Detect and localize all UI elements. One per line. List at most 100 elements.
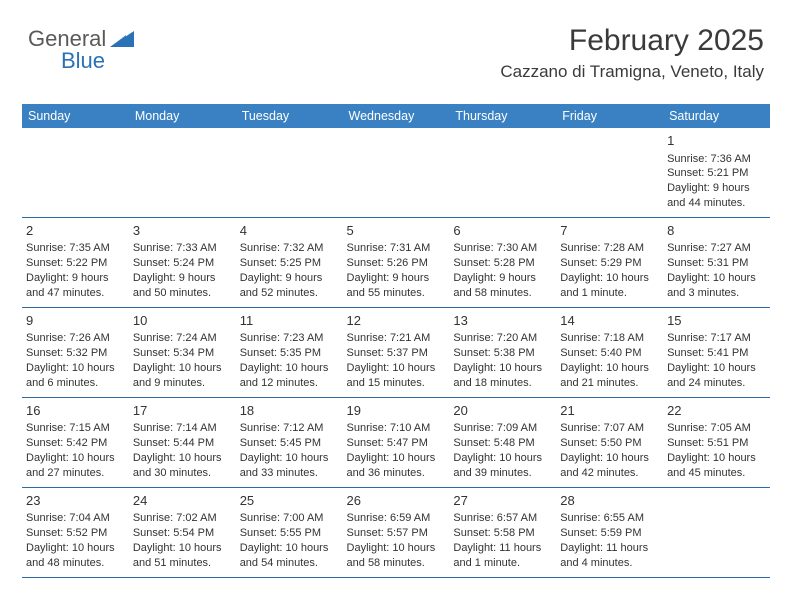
calendar-table: Sunday Monday Tuesday Wednesday Thursday… bbox=[22, 104, 770, 578]
sunset-line: Sunset: 5:22 PM bbox=[26, 256, 125, 271]
day-number: 4 bbox=[240, 222, 339, 240]
sunrise-line: Sunrise: 7:17 AM bbox=[667, 331, 766, 346]
sunset-line: Sunset: 5:32 PM bbox=[26, 346, 125, 361]
day-number: 6 bbox=[453, 222, 552, 240]
day-number: 26 bbox=[347, 492, 446, 510]
day-number: 16 bbox=[26, 402, 125, 420]
daylight-line: Daylight: 10 hours and 45 minutes. bbox=[667, 451, 766, 481]
calendar-cell: 6Sunrise: 7:30 AMSunset: 5:28 PMDaylight… bbox=[449, 217, 556, 307]
calendar-cell: 20Sunrise: 7:09 AMSunset: 5:48 PMDayligh… bbox=[449, 397, 556, 487]
sunset-line: Sunset: 5:40 PM bbox=[560, 346, 659, 361]
day-number: 13 bbox=[453, 312, 552, 330]
calendar-cell: 12Sunrise: 7:21 AMSunset: 5:37 PMDayligh… bbox=[343, 307, 450, 397]
calendar-cell: 27Sunrise: 6:57 AMSunset: 5:58 PMDayligh… bbox=[449, 487, 556, 577]
day-number: 3 bbox=[133, 222, 232, 240]
sunrise-line: Sunrise: 7:23 AM bbox=[240, 331, 339, 346]
calendar-cell bbox=[449, 128, 556, 217]
sunrise-line: Sunrise: 7:20 AM bbox=[453, 331, 552, 346]
sunset-line: Sunset: 5:26 PM bbox=[347, 256, 446, 271]
daylight-line: Daylight: 10 hours and 21 minutes. bbox=[560, 361, 659, 391]
calendar-cell: 10Sunrise: 7:24 AMSunset: 5:34 PMDayligh… bbox=[129, 307, 236, 397]
calendar-cell: 3Sunrise: 7:33 AMSunset: 5:24 PMDaylight… bbox=[129, 217, 236, 307]
sunrise-line: Sunrise: 7:21 AM bbox=[347, 331, 446, 346]
day-number: 1 bbox=[667, 132, 766, 150]
sunrise-line: Sunrise: 6:57 AM bbox=[453, 511, 552, 526]
daylight-line: Daylight: 10 hours and 54 minutes. bbox=[240, 541, 339, 571]
day-number: 21 bbox=[560, 402, 659, 420]
calendar-row: 23Sunrise: 7:04 AMSunset: 5:52 PM Dayligh… bbox=[22, 487, 770, 577]
calendar-cell: 15Sunrise: 7:17 AMSunset: 5:41 PMDayligh… bbox=[663, 307, 770, 397]
calendar-cell: 25Sunrise: 7:00 AMSunset: 5:55 PMDayligh… bbox=[236, 487, 343, 577]
sunrise-line: Sunrise: 7:18 AM bbox=[560, 331, 659, 346]
sunrise-line: Sunrise: 7:00 AM bbox=[240, 511, 339, 526]
daylight-line: Daylight: 10 hours and 30 minutes. bbox=[133, 451, 232, 481]
sunrise-line: Sunrise: 7:15 AM bbox=[26, 421, 125, 436]
day-number: 22 bbox=[667, 402, 766, 420]
sunrise-line: Sunrise: 7:05 AM bbox=[667, 421, 766, 436]
day-number: 2 bbox=[26, 222, 125, 240]
calendar-cell: 19Sunrise: 7:10 AMSunset: 5:47 PMDayligh… bbox=[343, 397, 450, 487]
logo-text-2: Blue bbox=[61, 48, 105, 74]
calendar-cell bbox=[22, 128, 129, 217]
daylight-line: Daylight: 9 hours and 44 minutes. bbox=[667, 181, 766, 211]
daylight-line: Daylight: 9 hours and 55 minutes. bbox=[347, 271, 446, 301]
location: Cazzano di Tramigna, Veneto, Italy bbox=[500, 62, 764, 82]
sunrise-line: Sunrise: 7:12 AM bbox=[240, 421, 339, 436]
sunset-line: Sunset: 5:45 PM bbox=[240, 436, 339, 451]
calendar-cell: 17Sunrise: 7:14 AMSunset: 5:44 PMDayligh… bbox=[129, 397, 236, 487]
sunset-line: Sunset: 5:41 PM bbox=[667, 346, 766, 361]
calendar-cell: 7Sunrise: 7:28 AMSunset: 5:29 PMDaylight… bbox=[556, 217, 663, 307]
calendar-cell: 24Sunrise: 7:02 AMSunset: 5:54 PMDayligh… bbox=[129, 487, 236, 577]
sunset-line: Sunset: 5:48 PM bbox=[453, 436, 552, 451]
daylight-line: Daylight: 10 hours and 15 minutes. bbox=[347, 361, 446, 391]
sunset-line: Sunset: 5:37 PM bbox=[347, 346, 446, 361]
calendar-cell bbox=[343, 128, 450, 217]
calendar-cell: 1Sunrise: 7:36 AMSunset: 5:21 PMDaylight… bbox=[663, 128, 770, 217]
day-header: Tuesday bbox=[236, 104, 343, 128]
calendar-cell: 18Sunrise: 7:12 AMSunset: 5:45 PMDayligh… bbox=[236, 397, 343, 487]
sunrise-line: Sunrise: 7:28 AM bbox=[560, 241, 659, 256]
daylight-line: Daylight: 10 hours and 18 minutes. bbox=[453, 361, 552, 391]
sunset-line: Sunset: 5:31 PM bbox=[667, 256, 766, 271]
day-header: Thursday bbox=[449, 104, 556, 128]
day-header: Sunday bbox=[22, 104, 129, 128]
sunrise-line: Sunrise: 7:32 AM bbox=[240, 241, 339, 256]
daylight-line: Daylight: 10 hours and 42 minutes. bbox=[560, 451, 659, 481]
sunrise-line: Sunrise: 7:26 AM bbox=[26, 331, 125, 346]
daylight-line: Daylight: 10 hours and 24 minutes. bbox=[667, 361, 766, 391]
sunset-line: Sunset: 5:29 PM bbox=[560, 256, 659, 271]
calendar-cell: 8Sunrise: 7:27 AMSunset: 5:31 PMDaylight… bbox=[663, 217, 770, 307]
daylight-line: Daylight: 10 hours and 27 minutes. bbox=[26, 451, 125, 481]
calendar-cell: 26Sunrise: 6:59 AMSunset: 5:57 PMDayligh… bbox=[343, 487, 450, 577]
calendar-cell: 11Sunrise: 7:23 AMSunset: 5:35 PMDayligh… bbox=[236, 307, 343, 397]
calendar-cell: 2Sunrise: 7:35 AMSunset: 5:22 PMDaylight… bbox=[22, 217, 129, 307]
day-number: 19 bbox=[347, 402, 446, 420]
sunset-line: Sunset: 5:55 PM bbox=[240, 526, 339, 541]
sunrise-line: Sunrise: 7:35 AM bbox=[26, 241, 125, 256]
sunset-line: Sunset: 5:34 PM bbox=[133, 346, 232, 361]
sunrise-line: Sunrise: 7:27 AM bbox=[667, 241, 766, 256]
calendar-cell: 9Sunrise: 7:26 AMSunset: 5:32 PMDaylight… bbox=[22, 307, 129, 397]
day-number: 25 bbox=[240, 492, 339, 510]
day-number: 20 bbox=[453, 402, 552, 420]
calendar-cell: 13Sunrise: 7:20 AMSunset: 5:38 PMDayligh… bbox=[449, 307, 556, 397]
sunset-line: Sunset: 5:52 PM bbox=[26, 526, 125, 541]
daylight-line: Daylight: 9 hours and 58 minutes. bbox=[453, 271, 552, 301]
day-number: 23 bbox=[26, 492, 125, 510]
calendar-cell: 4Sunrise: 7:32 AMSunset: 5:25 PMDaylight… bbox=[236, 217, 343, 307]
calendar-cell: 16Sunrise: 7:15 AMSunset: 5:42 PMDayligh… bbox=[22, 397, 129, 487]
daylight-line: Daylight: 10 hours and 33 minutes. bbox=[240, 451, 339, 481]
day-number: 28 bbox=[560, 492, 659, 510]
sunrise-line: Sunrise: 7:24 AM bbox=[133, 331, 232, 346]
sunset-line: Sunset: 5:24 PM bbox=[133, 256, 232, 271]
calendar-cell: 21Sunrise: 7:07 AMSunset: 5:50 PMDayligh… bbox=[556, 397, 663, 487]
sunrise-line: Sunrise: 7:04 AM bbox=[26, 511, 125, 526]
sunset-line: Sunset: 5:47 PM bbox=[347, 436, 446, 451]
day-header-row: Sunday Monday Tuesday Wednesday Thursday… bbox=[22, 104, 770, 128]
daylight-line: Daylight: 9 hours and 47 minutes. bbox=[26, 271, 125, 301]
calendar-cell: 5Sunrise: 7:31 AMSunset: 5:26 PMDaylight… bbox=[343, 217, 450, 307]
day-number: 7 bbox=[560, 222, 659, 240]
day-header: Saturday bbox=[663, 104, 770, 128]
day-number: 11 bbox=[240, 312, 339, 330]
sunset-line: Sunset: 5:44 PM bbox=[133, 436, 232, 451]
